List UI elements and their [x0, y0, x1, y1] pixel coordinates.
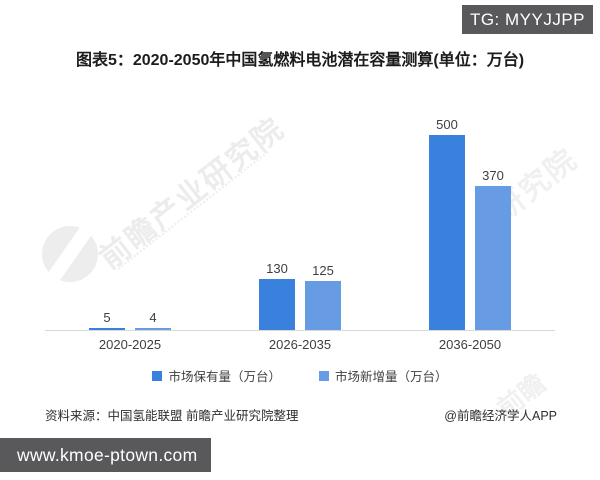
category-label: 2026-2035 — [268, 337, 332, 352]
bar — [259, 279, 295, 330]
bar — [135, 328, 171, 330]
legend-item-holdings: 市场保有量（万台） — [152, 366, 281, 385]
bar-column: 500 — [429, 117, 465, 330]
bar-column: 5 — [89, 310, 125, 330]
bar-value-label: 125 — [312, 263, 334, 278]
category-axis: 2020-2025 2026-2035 2036-2050 — [45, 337, 555, 352]
bar-value-label: 500 — [436, 117, 458, 132]
bar-value-label: 5 — [103, 310, 111, 325]
website-watermark: www.kmoe-ptown.com — [0, 438, 211, 472]
plot-area: 5 4 130 125 500 370 — [45, 102, 555, 331]
category-label: 2020-2025 — [98, 337, 162, 352]
bar-group: 130 125 — [215, 102, 385, 330]
bar-column: 370 — [475, 168, 511, 330]
chart-title: 图表5：2020-2050年中国氢燃料电池潜在容量测算(单位：万台) — [75, 52, 525, 69]
legend-label-holdings: 市场保有量（万台） — [168, 370, 281, 384]
bar — [89, 328, 125, 330]
tg-badge: TG: MYYJJPP — [462, 5, 593, 34]
legend-swatch-holdings — [152, 370, 163, 381]
bar — [475, 186, 511, 330]
bar-group: 500 370 — [385, 102, 555, 330]
chart-legend: 市场保有量（万台） 市场新增量（万台） — [0, 366, 600, 385]
legend-item-additions: 市场新增量（万台） — [319, 366, 448, 385]
bar — [305, 281, 341, 330]
credit-note: @前瞻经济学人APP — [444, 409, 557, 423]
bar-column: 125 — [305, 263, 341, 330]
footer: 资料来源：中国氢能联盟 前瞻产业研究院整理 @前瞻经济学人APP — [45, 405, 557, 424]
bar-column: 130 — [259, 261, 295, 330]
legend-label-additions: 市场新增量（万台） — [335, 370, 448, 384]
bar-value-label: 370 — [482, 168, 504, 183]
legend-swatch-additions — [319, 370, 329, 381]
category-label: 2036-2050 — [438, 337, 502, 352]
bar-value-label: 130 — [266, 261, 288, 276]
source-note: 资料来源：中国氢能联盟 前瞻产业研究院整理 — [45, 409, 299, 423]
bar-value-label: 4 — [149, 310, 157, 325]
bar — [429, 135, 465, 330]
bar-chart: 5 4 130 125 500 370 2020-2025 2026-2035 2036-20… — [45, 102, 555, 352]
bar-column: 4 — [135, 310, 171, 330]
